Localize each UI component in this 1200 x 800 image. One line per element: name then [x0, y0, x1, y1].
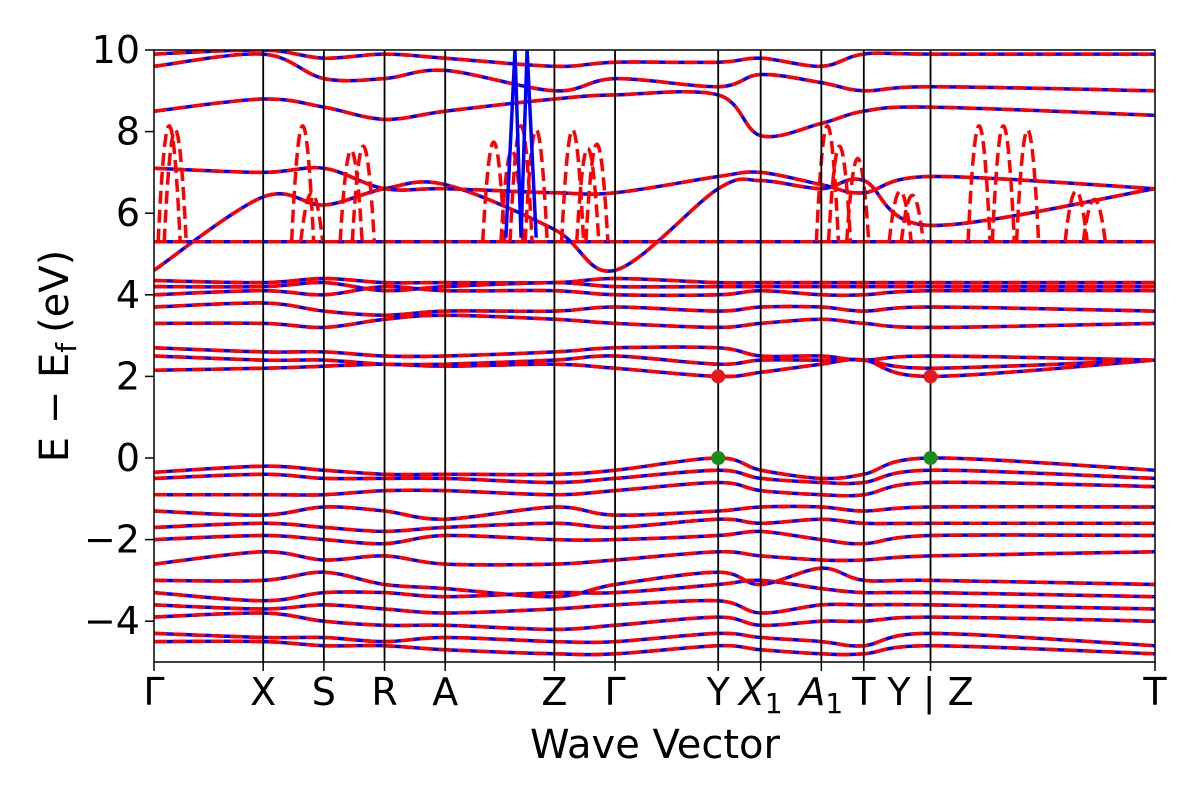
y-axis-label-sub: f — [50, 342, 83, 353]
y-axis-label-unit: (eV) — [32, 250, 78, 333]
band-7-dashed — [154, 529, 1155, 546]
spike-2 — [289, 124, 316, 242]
band-19-dashed — [154, 280, 1155, 293]
zigzag-band — [504, 50, 538, 238]
band-16-dashed — [154, 313, 1155, 330]
band-18-dashed — [154, 284, 1155, 298]
y-tick-label-5: 6 — [116, 191, 140, 235]
x-tick-label-1: X — [250, 670, 276, 714]
band-edge-markers — [711, 369, 938, 465]
plot-frame — [153, 49, 1156, 663]
vbm-marker-3 — [923, 451, 938, 465]
band-15-dashed — [154, 345, 1155, 362]
band-25-dashed — [154, 50, 1155, 69]
band-24-dashed — [154, 52, 1155, 93]
band-21-solid — [154, 177, 1155, 273]
spike-22 — [1081, 197, 1108, 242]
band-8-dashed — [154, 517, 1155, 534]
x-tick-label-7: Y — [706, 670, 731, 714]
spike-0 — [156, 124, 182, 242]
x-axis-label: Wave Vector — [530, 722, 781, 768]
spike-1 — [162, 128, 188, 242]
band-2-dashed — [154, 611, 1155, 632]
y-tick-label-7: 10 — [92, 28, 140, 72]
y-axis-ticks: −4 −2 0 2 4 6 8 10 — [84, 28, 154, 643]
band-17-dashed — [154, 301, 1155, 317]
x-tick-label-3: R — [371, 670, 397, 714]
y-tick-label-4: 4 — [116, 273, 140, 317]
spike-6 — [480, 140, 507, 242]
high-symmetry-lines — [262, 50, 932, 662]
y-tick-label-1: −2 — [84, 518, 140, 562]
x-tick-label-10: T — [851, 670, 876, 714]
band-lines — [154, 50, 1155, 657]
x-tick-label-11: Y | Z — [886, 670, 973, 715]
band-22-solid — [154, 165, 1155, 196]
band-24-solid — [154, 52, 1155, 93]
band-9-dashed — [154, 504, 1155, 521]
band-4-dashed — [154, 578, 1155, 603]
y-axis-label: E − Ef (eV) — [32, 250, 83, 463]
y-tick-label-2: 0 — [116, 436, 140, 480]
band-3-dashed — [154, 598, 1155, 615]
band-20-dashed — [154, 276, 1155, 285]
x-tick-label-4: A — [432, 670, 458, 714]
x-tick-label-2: S — [312, 670, 336, 714]
spike-19 — [990, 124, 1017, 242]
band-1-dashed — [154, 631, 1155, 648]
band-10-solid — [154, 480, 1155, 498]
band-0-dashed — [154, 639, 1155, 657]
x-tick-label-12: T — [1142, 670, 1167, 714]
x-tick-label-8: X1 — [737, 670, 783, 720]
y-tick-label-0: −4 — [84, 599, 140, 643]
spike-3 — [298, 191, 325, 242]
cbm-marker-0 — [711, 369, 726, 384]
band-11-dashed — [154, 468, 1155, 486]
spike-11 — [575, 146, 601, 242]
spike-20 — [1014, 128, 1041, 242]
y-tick-label-3: 2 — [116, 354, 140, 398]
y-axis-label-main: E − E — [32, 353, 78, 463]
x-tick-label-0: Γ — [143, 670, 164, 714]
x-tick-label-9: A1 — [796, 670, 843, 720]
spike-17 — [899, 193, 926, 242]
x-tick-label-5: Z — [541, 670, 567, 714]
spike-10 — [559, 128, 586, 242]
band-21-dashed — [154, 177, 1155, 273]
band-13-dashed — [154, 357, 1155, 379]
spike-15 — [844, 156, 871, 242]
spike-12 — [584, 142, 610, 242]
spike-16 — [887, 189, 913, 242]
spike-13 — [814, 124, 841, 242]
band-5-dashed — [154, 566, 1155, 599]
band-10-dashed — [154, 480, 1155, 498]
band-14-dashed — [154, 354, 1155, 370]
spike-14 — [826, 144, 853, 242]
band-0-solid — [154, 639, 1155, 657]
cbm-marker-1 — [923, 369, 938, 384]
x-tick-label-6: Γ — [604, 670, 625, 714]
spike-4 — [338, 148, 364, 242]
y-tick-label-6: 8 — [116, 110, 140, 154]
spike-9 — [523, 128, 549, 242]
spike-5 — [350, 144, 377, 242]
vbm-marker-2 — [711, 451, 726, 465]
spike-8 — [508, 124, 534, 242]
spike-18 — [966, 124, 992, 242]
